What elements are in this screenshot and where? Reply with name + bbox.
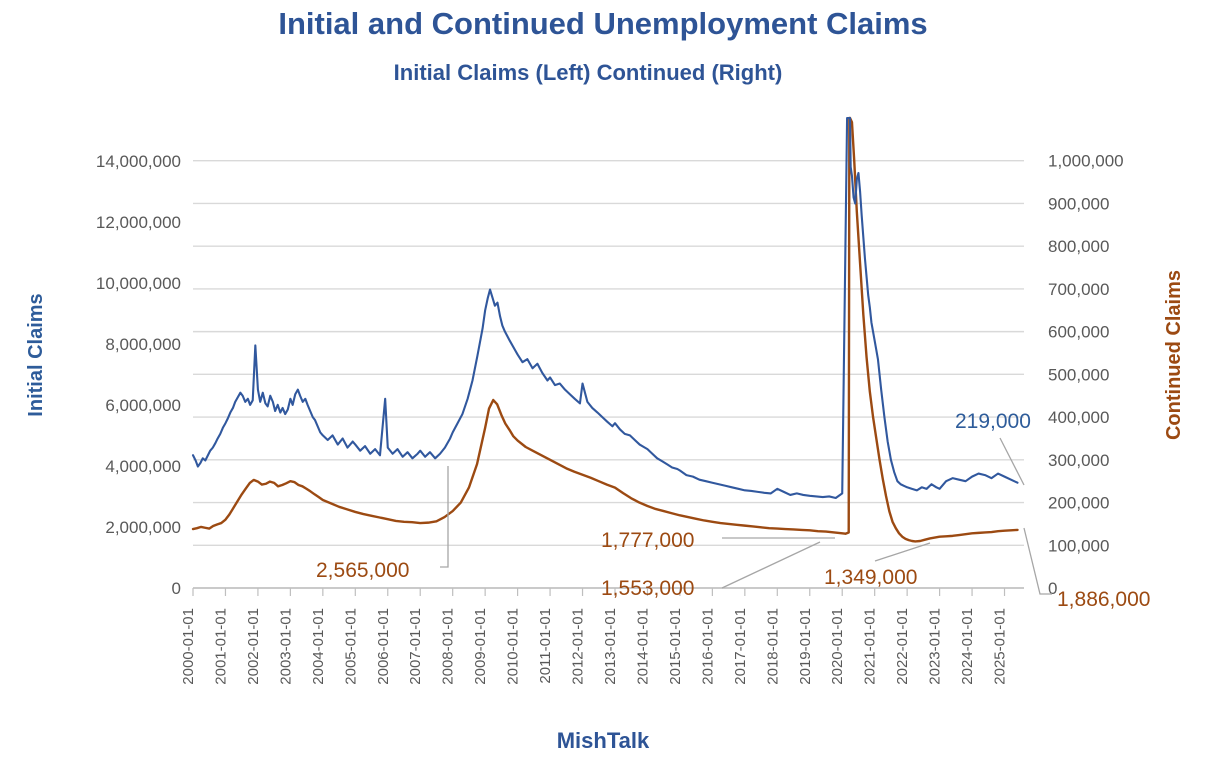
annotation-leader-line — [721, 541, 821, 589]
x-axis-tick: 2007-01-01 — [407, 608, 424, 685]
x-axis-tick: 2001-01-01 — [212, 608, 229, 685]
x-axis — [192, 587, 1024, 596]
y-axis-left-tick: 12,000,000 — [96, 213, 181, 232]
annotation-label: 2,565,000 — [316, 559, 409, 582]
y-axis-left-tick: 8,000,000 — [105, 335, 181, 354]
x-axis-tick: 2017-01-01 — [732, 608, 749, 685]
x-axis-tick-labels: 2000-01-01 2001-01-01 2002-01-01 2003-01-01… — [180, 608, 1009, 685]
y-axis-left-tick: 6,000,000 — [105, 396, 181, 415]
x-axis-tick: 2018-01-01 — [764, 608, 781, 685]
y-axis-right-tick: 900,000 — [1048, 194, 1109, 213]
y-axis-left-tick: 2,000,000 — [105, 518, 181, 537]
x-axis-tick: 2016-01-01 — [699, 608, 716, 685]
y-axis-right-title: Continued Claims — [1163, 270, 1185, 440]
x-axis-tick: 2019-01-01 — [797, 608, 814, 685]
gridlines — [193, 160, 1024, 589]
x-axis-tick: 2021-01-01 — [862, 608, 879, 685]
annotation-leader-line — [999, 437, 1025, 486]
x-axis-tick: 2002-01-01 — [245, 608, 262, 685]
x-axis-tick: 2004-01-01 — [310, 608, 327, 685]
annotation-label: 219,000 — [955, 410, 1031, 433]
x-axis-tick: 2003-01-01 — [277, 608, 294, 685]
y-axis-right-tick-labels: 0 100,000 200,000 300,000 400,000 500,000 600,… — [1048, 152, 1124, 598]
x-axis-tick: 2013-01-01 — [602, 608, 619, 685]
annotation-label: 1,349,000 — [824, 566, 917, 589]
x-axis-tick: 2009-01-01 — [472, 608, 489, 685]
annotation-label: 1,886,000 — [1057, 588, 1150, 611]
x-axis-tick: 2020-01-01 — [829, 608, 846, 685]
y-axis-right-tick: 1,000,000 — [1048, 152, 1124, 171]
y-axis-right-tick: 100,000 — [1048, 536, 1109, 555]
x-axis-tick: 2022-01-01 — [894, 608, 911, 685]
annotation-leader-line — [874, 542, 931, 562]
data-series — [191, 116, 1019, 543]
y-axis-right-tick: 500,000 — [1048, 365, 1109, 384]
x-axis-tick: 2005-01-01 — [342, 608, 359, 685]
y-axis-right-tick: 300,000 — [1048, 451, 1109, 470]
y-axis-right-tick: 0 — [1048, 579, 1057, 598]
x-axis-tick: 2025-01-01 — [992, 608, 1009, 685]
series-line-continued-claims — [191, 116, 1019, 543]
chart-footer-source: MishTalk — [557, 728, 650, 753]
y-axis-right-tick: 800,000 — [1048, 237, 1109, 256]
series-line-initial-claims — [191, 117, 1019, 500]
y-axis-left-tick: 0 — [172, 579, 181, 598]
y-axis-right-tick: 600,000 — [1048, 323, 1109, 342]
y-axis-left-title: Initial Claims — [25, 293, 47, 416]
y-axis-right-tick: 200,000 — [1048, 494, 1109, 513]
y-axis-right-tick: 700,000 — [1048, 280, 1109, 299]
annotation-leader-line — [1023, 527, 1052, 595]
x-axis-tick: 2023-01-01 — [927, 608, 944, 685]
annotation-leader-line — [440, 466, 449, 568]
y-axis-left-tick-labels: 0 2,000,000 4,000,000 6,000,000 8,000,000 10,… — [96, 152, 181, 598]
x-axis-tick: 2015-01-01 — [667, 608, 684, 685]
x-axis-tick: 2011-01-01 — [537, 608, 554, 684]
y-axis-right-tick: 400,000 — [1048, 408, 1109, 427]
y-axis-left-tick: 4,000,000 — [105, 457, 181, 476]
x-axis-tick: 2010-01-01 — [505, 608, 522, 685]
chart-title: Initial and Continued Unemployment Claim… — [278, 6, 927, 41]
annotation-label: 1,553,000 — [601, 577, 694, 600]
y-axis-left-tick: 10,000,000 — [96, 274, 181, 293]
x-axis-tick: 2008-01-01 — [440, 608, 457, 685]
x-axis-tick: 2024-01-01 — [959, 608, 976, 685]
annotation-label: 1,777,000 — [601, 529, 694, 552]
x-axis-tick: 2014-01-01 — [634, 608, 651, 685]
x-axis-tick: 2000-01-01 — [180, 608, 197, 685]
x-axis-tick: 2006-01-01 — [375, 608, 392, 685]
annotations: 2,565,000 1,553,000 1,777,000 1,349,000 1,88… — [316, 410, 1150, 611]
y-axis-left-tick: 14,000,000 — [96, 152, 181, 171]
chart-subtitle: Initial Claims (Left) Continued (Right) — [394, 60, 783, 85]
x-axis-tick: 2012-01-01 — [570, 608, 587, 685]
